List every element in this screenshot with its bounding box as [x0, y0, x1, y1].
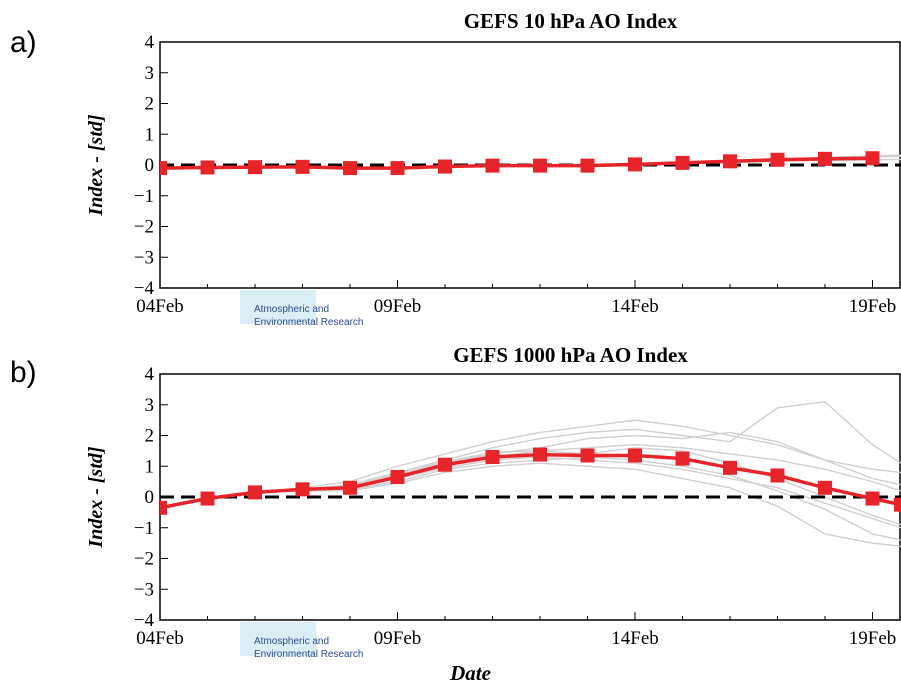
plot-area: [160, 400, 901, 547]
mean-marker: [295, 482, 310, 497]
mean-marker: [818, 480, 832, 495]
x-tick-label: 14Feb: [611, 628, 659, 649]
chart-title: GEFS 10 hPa AO Index: [464, 9, 678, 33]
x-tick-label: 09Feb: [374, 296, 422, 317]
ensemble-member-line: [160, 456, 901, 541]
x-tick-label: 04Feb: [136, 628, 184, 649]
x-tick-label: 19Feb: [849, 296, 897, 317]
y-tick-label: 0: [145, 155, 155, 176]
ensemble-mean-line: [160, 156, 873, 170]
mean-marker: [485, 450, 500, 465]
y-tick-label: 1: [145, 124, 155, 145]
y-axis-label: Index - [std]: [85, 446, 107, 548]
mean-marker: [580, 448, 595, 463]
mean-marker: [200, 160, 215, 175]
mean-marker: [160, 500, 167, 515]
mean-marker: [818, 151, 832, 166]
y-tick-label: −1: [134, 186, 154, 207]
mean-marker: [675, 155, 690, 170]
logo-box: [240, 290, 316, 324]
y-tick-label: −1: [134, 518, 154, 539]
x-tick-label: 14Feb: [611, 296, 659, 317]
plot-area: [160, 151, 901, 176]
mean-marker: [438, 457, 452, 472]
mean-marker: [628, 157, 642, 172]
mean-marker: [533, 158, 547, 173]
mean-marker: [865, 491, 880, 506]
mean-marker: [485, 158, 500, 173]
y-tick-label: 2: [145, 426, 155, 447]
logo-text: Environmental Research: [254, 317, 364, 328]
mean-marker: [580, 158, 595, 173]
y-tick-label: 3: [145, 395, 155, 416]
mean-marker: [200, 491, 215, 506]
panel-label: b): [10, 356, 37, 389]
mean-marker: [248, 160, 262, 175]
logo-text: Environmental Research: [254, 649, 364, 660]
mean-marker: [343, 161, 357, 176]
y-tick-label: 2: [145, 94, 155, 115]
mean-marker: [675, 451, 690, 466]
mean-marker: [438, 159, 452, 174]
mean-marker: [390, 161, 405, 176]
panel-b: b) GEFS 1000 hPa AO Index Atmospheric and E…: [10, 343, 901, 685]
y-tick-label: −3: [134, 579, 154, 600]
mean-marker: [894, 497, 901, 512]
mean-marker: [390, 470, 405, 485]
mean-marker: [295, 159, 310, 174]
x-tick-label: 04Feb: [136, 296, 184, 317]
y-tick-label: 4: [145, 364, 155, 385]
y-axis-label: Index - [std]: [85, 114, 107, 216]
logo-text: Atmospheric and: [254, 304, 329, 315]
y-tick-label: −2: [134, 549, 154, 570]
mean-marker: [770, 152, 785, 167]
mean-marker: [533, 447, 547, 462]
mean-marker: [343, 480, 357, 495]
mean-marker: [248, 485, 262, 500]
logo-box: [240, 622, 316, 656]
chart-title: GEFS 1000 hPa AO Index: [453, 343, 688, 367]
mean-marker: [770, 468, 785, 483]
mean-marker: [865, 151, 880, 166]
y-tick-label: −2: [134, 217, 154, 238]
mean-marker: [160, 161, 167, 176]
ensemble-member-line: [160, 462, 901, 547]
y-tick-label: −4: [134, 278, 155, 299]
x-tick-label: 19Feb: [849, 628, 897, 649]
y-tick-label: 4: [145, 32, 155, 53]
logo-text: Atmospheric and: [254, 636, 329, 647]
x-tick-label: 09Feb: [374, 628, 422, 649]
x-axis-label: Date: [449, 661, 491, 685]
panel-label: a): [10, 26, 37, 59]
y-tick-label: 3: [145, 63, 155, 84]
mean-marker: [628, 448, 642, 463]
y-tick-label: −3: [134, 247, 154, 268]
mean-marker: [723, 460, 737, 475]
y-tick-label: −4: [134, 610, 155, 631]
mean-marker: [723, 154, 737, 169]
panel-a: a) GEFS 10 hPa AO Index Atmospheric and Env…: [10, 9, 901, 328]
y-tick-label: 0: [145, 487, 155, 508]
y-tick-label: 1: [145, 456, 155, 477]
